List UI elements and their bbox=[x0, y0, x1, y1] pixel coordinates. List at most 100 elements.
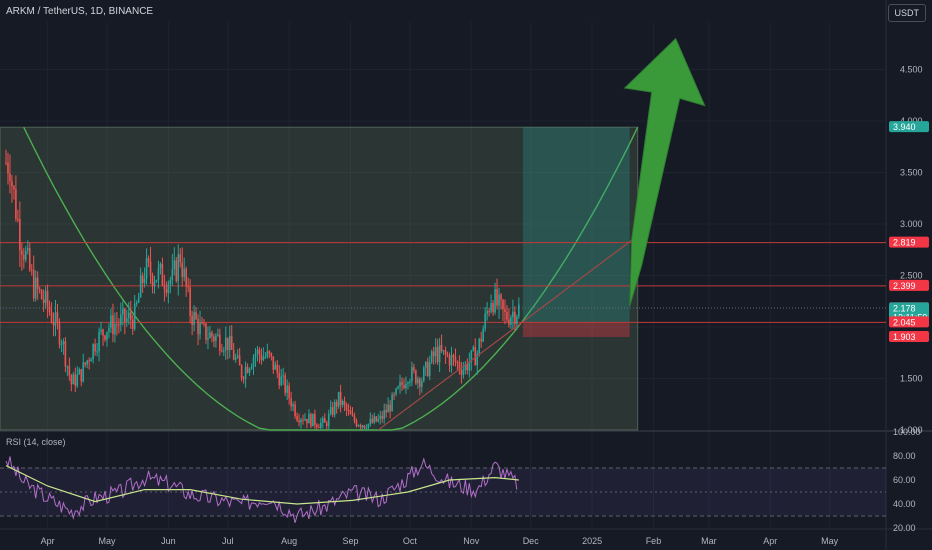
candle-body bbox=[76, 374, 79, 386]
rsi-tick-label: 100.00 bbox=[893, 427, 921, 437]
candle-body bbox=[335, 401, 338, 407]
candle-body bbox=[84, 362, 86, 365]
candle-body bbox=[304, 418, 306, 421]
candle-body bbox=[272, 356, 275, 370]
candle-body bbox=[331, 407, 334, 415]
candle-body bbox=[118, 324, 120, 326]
time-tick-label: Apr bbox=[763, 536, 777, 546]
time-tick-label: May bbox=[821, 536, 839, 546]
candle-body bbox=[252, 357, 255, 367]
candle-body bbox=[464, 363, 467, 371]
candle-body bbox=[238, 355, 241, 366]
candle-body bbox=[282, 375, 284, 377]
candle-body bbox=[280, 376, 283, 386]
rsi-line bbox=[5, 456, 518, 523]
candle-body bbox=[66, 366, 69, 368]
candle-body bbox=[153, 281, 156, 287]
candle-body bbox=[486, 311, 488, 314]
candle-body bbox=[430, 351, 433, 363]
candle-body bbox=[34, 277, 37, 299]
candle-body bbox=[482, 328, 484, 342]
projection-arrow bbox=[623, 37, 706, 307]
candle-body bbox=[185, 268, 187, 287]
candle-body bbox=[64, 341, 67, 367]
price-label-tag bbox=[889, 121, 929, 133]
candle-body bbox=[341, 400, 344, 405]
candle-body bbox=[320, 422, 322, 428]
candle-body bbox=[50, 312, 53, 323]
price-tick-label: 3.000 bbox=[900, 219, 923, 229]
candle-body bbox=[480, 338, 482, 342]
candle-body bbox=[300, 419, 302, 423]
candle-body bbox=[365, 427, 368, 429]
candle-body bbox=[407, 382, 409, 384]
candle-body bbox=[462, 370, 465, 375]
candle-body bbox=[28, 248, 31, 270]
candle-body bbox=[42, 298, 45, 303]
candle-body bbox=[329, 407, 332, 414]
candle-body bbox=[377, 418, 380, 422]
candle-body bbox=[444, 350, 447, 355]
candle-body bbox=[492, 303, 494, 313]
candle-body bbox=[11, 180, 13, 187]
candle-body bbox=[102, 329, 104, 336]
candle-body bbox=[240, 365, 243, 379]
candle-body bbox=[357, 425, 360, 427]
price-label-text: 2.399 bbox=[893, 281, 916, 291]
candle-body bbox=[167, 283, 170, 293]
candle-body bbox=[363, 425, 366, 428]
candle-body bbox=[189, 287, 191, 316]
candle-body bbox=[278, 372, 281, 386]
candle-body bbox=[147, 258, 150, 262]
candle-body bbox=[504, 309, 506, 313]
price-tick-label: 4.500 bbox=[900, 65, 923, 75]
candle-body bbox=[290, 398, 292, 407]
candle-body bbox=[260, 354, 263, 361]
candle-body bbox=[294, 404, 296, 417]
candle-body bbox=[417, 378, 419, 384]
candle-body bbox=[56, 312, 59, 323]
candle-body bbox=[223, 350, 225, 352]
candle-body bbox=[395, 388, 397, 395]
candle-body bbox=[288, 385, 290, 399]
rsi-tick-label: 60.00 bbox=[893, 475, 916, 485]
candle-body bbox=[17, 218, 19, 220]
candle-body bbox=[375, 416, 378, 422]
candle-body bbox=[193, 312, 195, 325]
candle-body bbox=[401, 382, 403, 385]
candle-body bbox=[155, 280, 158, 282]
candle-body bbox=[171, 268, 174, 281]
candle-body bbox=[94, 344, 96, 352]
candle-body bbox=[488, 311, 490, 313]
candle-body bbox=[296, 416, 298, 421]
candle-body bbox=[173, 260, 176, 269]
candle-body bbox=[98, 331, 100, 352]
candle-body bbox=[468, 362, 471, 371]
candle-body bbox=[470, 350, 473, 363]
candle-body bbox=[131, 319, 134, 330]
candle-body bbox=[127, 312, 130, 319]
candle-body bbox=[100, 329, 102, 332]
candle-body bbox=[62, 341, 65, 344]
chart-title: ARKM / TetherUS, 1D, BINANCE bbox=[6, 6, 154, 17]
time-tick-label: Sep bbox=[343, 536, 359, 546]
candle-body bbox=[302, 419, 304, 421]
price-tick-label: 3.500 bbox=[900, 168, 923, 178]
candle-body bbox=[92, 344, 94, 360]
time-tick-label: Mar bbox=[701, 536, 717, 546]
candle-body bbox=[72, 374, 75, 385]
candle-body bbox=[58, 322, 61, 345]
candle-body bbox=[161, 263, 164, 286]
candle-body bbox=[415, 370, 417, 384]
candle-body bbox=[413, 367, 415, 371]
currency-button[interactable]: USDT bbox=[887, 4, 926, 22]
candle-body bbox=[298, 420, 300, 423]
candle-body bbox=[490, 303, 492, 312]
candle-body bbox=[88, 360, 90, 362]
candle-body bbox=[52, 322, 55, 326]
candle-body bbox=[276, 364, 279, 373]
candle-body bbox=[387, 404, 389, 413]
candle-body bbox=[30, 269, 33, 271]
candle-body bbox=[143, 278, 146, 283]
